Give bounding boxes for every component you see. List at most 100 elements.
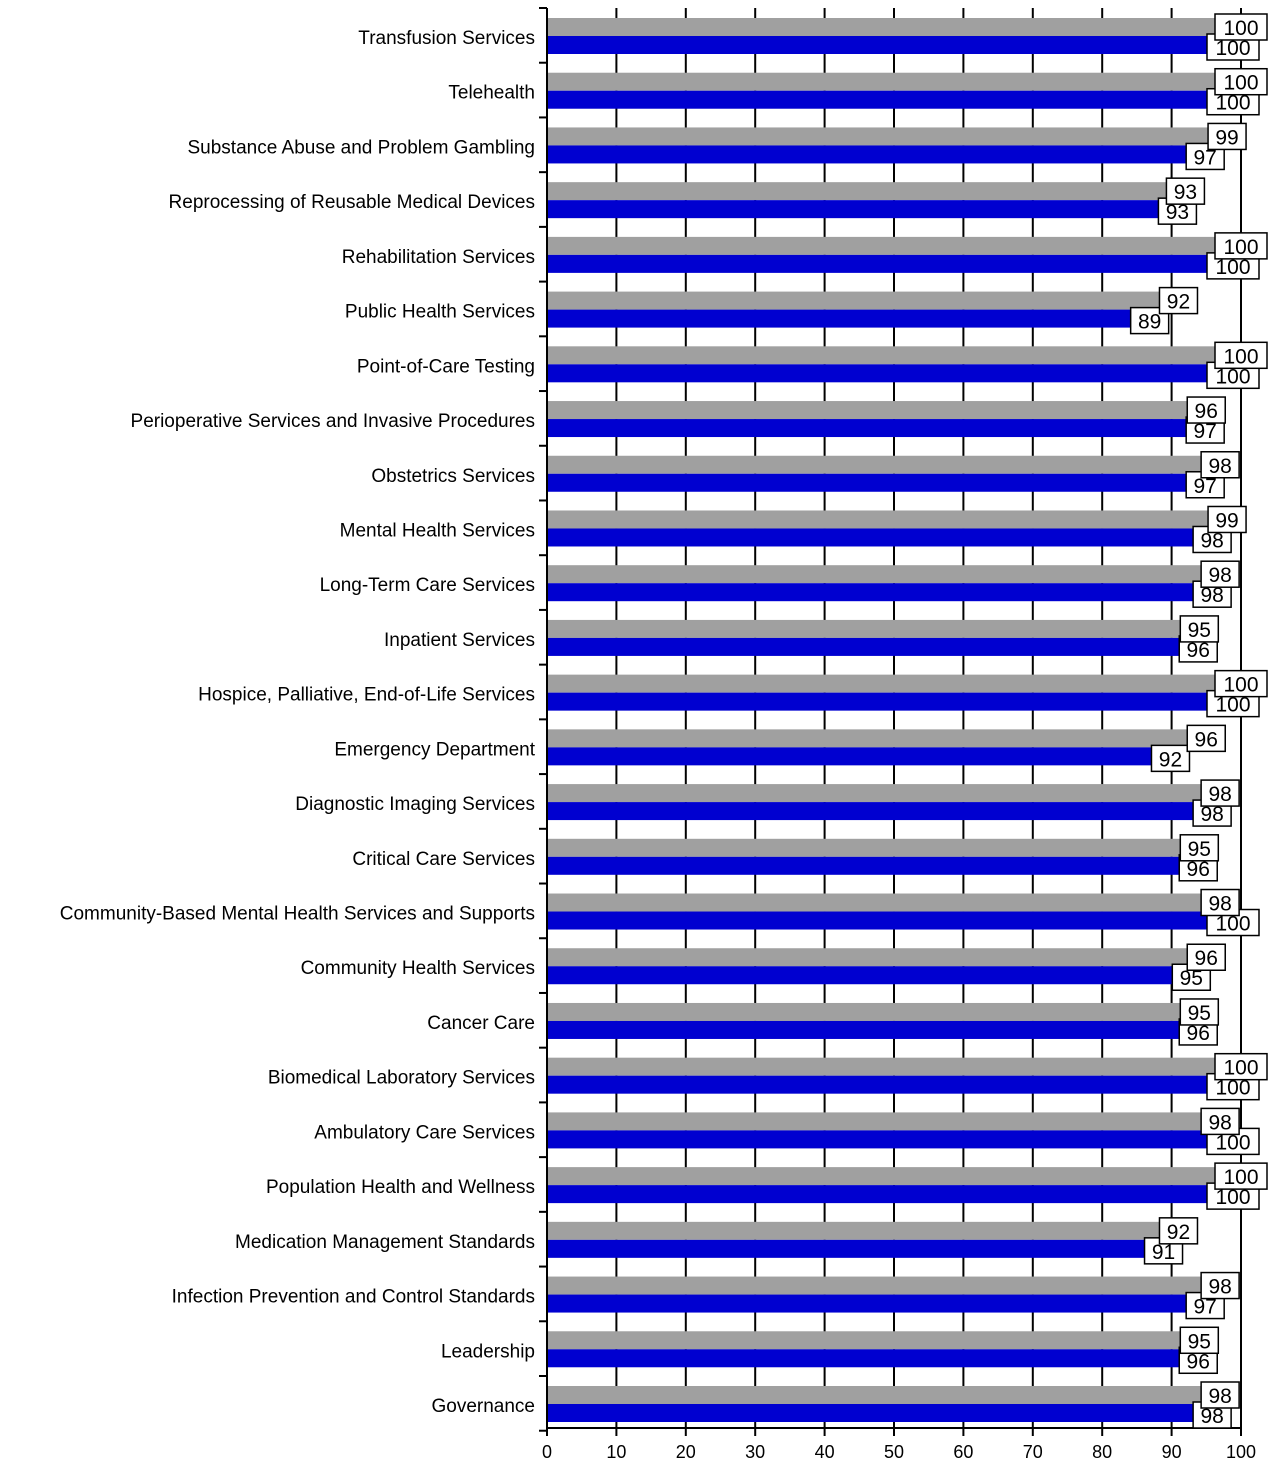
bar-gray-1 bbox=[547, 72, 1241, 91]
category-label: Population Health and Wellness bbox=[266, 1177, 535, 1198]
category-label: Rehabilitation Services bbox=[342, 247, 535, 268]
category-label: Infection Prevention and Control Standar… bbox=[172, 1287, 535, 1308]
bar-blue-16 bbox=[547, 911, 1241, 930]
category-label: Ambulatory Care Services bbox=[314, 1122, 535, 1143]
data-label-blue-20-text: 100 bbox=[1215, 1131, 1250, 1154]
data-label-gray-8-box bbox=[1200, 451, 1240, 479]
data-label-gray-21-text: 100 bbox=[1223, 1166, 1258, 1189]
data-label-gray-4-text: 100 bbox=[1223, 236, 1258, 259]
bar-gray-9 bbox=[547, 510, 1235, 529]
x-tick-label-20: 20 bbox=[676, 1442, 696, 1462]
data-label-gray-1-box bbox=[1214, 67, 1268, 96]
category-label: Point-of-Care Testing bbox=[357, 356, 535, 377]
bar-gray-6 bbox=[547, 346, 1241, 365]
bar-blue-14 bbox=[547, 802, 1228, 821]
data-label-gray-15-text: 95 bbox=[1188, 838, 1211, 861]
data-label-blue-17-text: 95 bbox=[1180, 967, 1203, 990]
data-label-gray-11-box bbox=[1179, 615, 1220, 643]
bar-blue-11 bbox=[547, 637, 1214, 656]
bar-blue-2 bbox=[547, 145, 1221, 164]
data-label-gray-5-text: 92 bbox=[1167, 291, 1190, 314]
data-label-gray-24-text: 95 bbox=[1188, 1330, 1211, 1353]
data-label-blue-14: 98 bbox=[1192, 799, 1232, 827]
bar-blue-18 bbox=[547, 1020, 1214, 1039]
category-label: Obstetrics Services bbox=[371, 466, 535, 487]
data-label-gray-14: 98 bbox=[1200, 779, 1240, 807]
category-label: Community-Based Mental Health Services a… bbox=[60, 904, 535, 925]
x-tick-label-30: 30 bbox=[745, 1442, 765, 1462]
bar-blue-7 bbox=[547, 419, 1221, 438]
data-label-gray-19-text: 100 bbox=[1223, 1057, 1258, 1080]
bar-gray-17 bbox=[547, 948, 1214, 967]
bar-gray-19 bbox=[547, 1057, 1241, 1076]
data-label-gray-14-text: 98 bbox=[1208, 783, 1231, 806]
data-label-gray-18-box bbox=[1179, 998, 1220, 1026]
data-label-gray-4: 100 bbox=[1214, 232, 1268, 260]
category-label: Diagnostic Imaging Services bbox=[295, 794, 535, 815]
data-label-gray-2-box bbox=[1207, 122, 1247, 151]
data-label-gray-7-text: 96 bbox=[1195, 400, 1218, 423]
x-tick-label-40: 40 bbox=[815, 1442, 835, 1462]
category-label: Governance bbox=[431, 1396, 535, 1417]
data-label-blue-4-text: 100 bbox=[1215, 256, 1250, 279]
category-label: Hospice, Palliative, End-of-Life Service… bbox=[198, 685, 535, 706]
data-label-blue-3-text: 93 bbox=[1166, 201, 1189, 224]
bars bbox=[547, 18, 1241, 1422]
data-label-gray-13: 96 bbox=[1186, 724, 1226, 753]
data-label-gray-11: 95 bbox=[1179, 615, 1220, 643]
bar-gray-10 bbox=[547, 565, 1228, 584]
data-label-gray-2: 99 bbox=[1207, 122, 1247, 151]
bar-gray-13 bbox=[547, 729, 1214, 748]
data-label-gray-18: 95 bbox=[1179, 998, 1220, 1026]
bar-blue-9 bbox=[547, 528, 1228, 547]
data-label-gray-3: 93 bbox=[1165, 177, 1206, 205]
x-tick-label-70: 70 bbox=[1023, 1442, 1043, 1462]
data-label-gray-25: 98 bbox=[1200, 1381, 1240, 1409]
data-label-gray-20-box bbox=[1200, 1107, 1240, 1136]
data-label-blue-9: 98 bbox=[1192, 525, 1232, 554]
data-label-blue-24-text: 96 bbox=[1187, 1350, 1210, 1373]
data-label-gray-20: 98 bbox=[1200, 1107, 1240, 1136]
bar-blue-3 bbox=[547, 200, 1193, 219]
data-label-blue-10-text: 98 bbox=[1200, 584, 1223, 607]
data-label-gray-6-box bbox=[1214, 341, 1268, 370]
data-label-gray-20-text: 98 bbox=[1208, 1111, 1231, 1134]
data-label-gray-16-text: 98 bbox=[1208, 893, 1231, 916]
bar-blue-20 bbox=[547, 1130, 1241, 1149]
category-label: Leadership bbox=[441, 1341, 535, 1362]
data-label-gray-6-text: 100 bbox=[1223, 345, 1258, 368]
bar-gray-14 bbox=[547, 784, 1228, 803]
data-label-blue-16-text: 100 bbox=[1215, 913, 1250, 936]
data-label-blue-2-text: 97 bbox=[1194, 146, 1217, 169]
data-label-blue-12-text: 100 bbox=[1215, 694, 1250, 717]
data-label-gray-16: 98 bbox=[1200, 888, 1240, 917]
data-label-gray-19-box bbox=[1214, 1052, 1268, 1081]
bar-gray-21 bbox=[547, 1167, 1241, 1186]
bar-gray-18 bbox=[547, 1002, 1207, 1021]
bar-blue-24 bbox=[547, 1349, 1214, 1368]
data-label-gray-22-text: 92 bbox=[1167, 1221, 1190, 1244]
data-label-gray-13-box bbox=[1186, 724, 1226, 753]
bar-gray-15 bbox=[547, 838, 1207, 857]
data-label-blue-13-box bbox=[1150, 744, 1191, 773]
bar-gray-2 bbox=[547, 127, 1235, 146]
data-label-blue-11-text: 96 bbox=[1187, 639, 1210, 662]
data-label-blue-13: 92 bbox=[1150, 744, 1191, 773]
data-label-blue-8-text: 97 bbox=[1194, 475, 1217, 498]
category-label: Inpatient Services bbox=[384, 630, 535, 651]
bar-blue-19 bbox=[547, 1075, 1241, 1094]
x-tick-label-80: 80 bbox=[1092, 1442, 1112, 1462]
gridlines bbox=[615, 8, 1242, 1428]
bar-blue-8 bbox=[547, 473, 1221, 492]
category-label: Biomedical Laboratory Services bbox=[268, 1068, 535, 1089]
data-label-gray-0-text: 100 bbox=[1223, 17, 1258, 40]
bar-blue-17 bbox=[547, 966, 1207, 985]
bar-blue-5 bbox=[547, 309, 1165, 328]
bar-gray-5 bbox=[547, 291, 1186, 310]
x-tick-label-50: 50 bbox=[884, 1442, 904, 1462]
data-label-gray-7-box bbox=[1186, 396, 1226, 424]
data-label-gray-12-text: 100 bbox=[1223, 674, 1258, 697]
category-label: Medication Management Standards bbox=[235, 1232, 535, 1253]
bar-gray-22 bbox=[547, 1221, 1186, 1240]
